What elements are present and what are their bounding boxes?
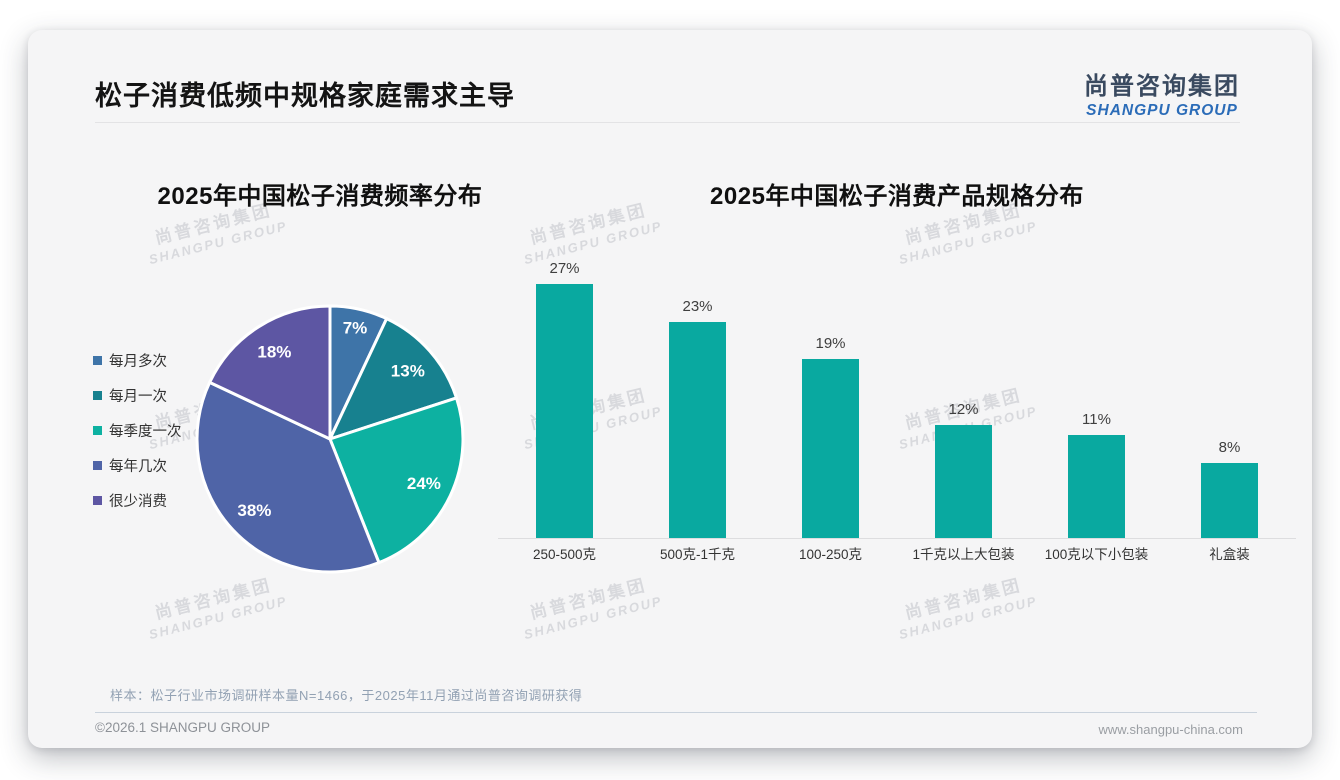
- bar-column: 8% 礼盒装: [1163, 256, 1296, 568]
- sample-note: 样本：松子行业市场调研样本量N=1466，于2025年11月通过尚普咨询调研获得: [110, 688, 583, 703]
- footer-divider: [95, 712, 1257, 713]
- legend-item: 很少消费: [93, 483, 182, 518]
- legend-marker: [93, 356, 102, 365]
- bar: [1068, 435, 1125, 538]
- bar-chart-title: 2025年中国松子消费产品规格分布: [710, 183, 1084, 210]
- pie-slice-label: 18%: [257, 342, 291, 361]
- bar-category-label: 1千克以上大包装: [912, 547, 1015, 562]
- legend-label: 每季度一次: [109, 424, 182, 440]
- bar-chart: 27% 250-500克 23% 500克-1千克 19% 100-250克 12% 1千克以…: [498, 256, 1296, 568]
- website-url: www.shangpu-china.com: [1098, 722, 1243, 737]
- pie-slice-label: 38%: [237, 501, 271, 520]
- bar-value-label: 8%: [1218, 439, 1241, 456]
- bar-category-label: 250-500克: [532, 547, 597, 562]
- legend-label: 每年几次: [109, 459, 167, 475]
- logo-chinese-text: 尚普咨询集团: [1084, 73, 1240, 100]
- pie-slice: [328, 317, 458, 441]
- company-logo: 尚普咨询集团 SHANGPU GROUP: [1084, 66, 1240, 120]
- pie-slice-label: 7%: [343, 318, 368, 337]
- bar-column: 23% 500克-1千克: [631, 256, 764, 568]
- pie-legend: 每月多次每月一次每季度一次每年几次很少消费: [93, 343, 182, 518]
- bar-column: 12% 1千克以上大包装: [897, 256, 1030, 568]
- bar: [935, 425, 992, 538]
- legend-label: 很少消费: [109, 494, 167, 510]
- legend-label: 每月多次: [109, 354, 167, 370]
- slide-card: 尚普咨询集团 SHANGPU GROUP 尚普咨询集团 SHANGPU GROUP 尚普…: [28, 30, 1312, 748]
- copyright-text: ©2026.1 SHANGPU GROUP: [95, 720, 271, 735]
- legend-item: 每月多次: [93, 343, 182, 378]
- legend-marker: [93, 496, 102, 505]
- bar-category-label: 100-250克: [798, 547, 863, 562]
- pie-slice-label: 24%: [407, 474, 441, 493]
- bar-category-label: 500克-1千克: [659, 547, 736, 562]
- legend-item: 每月一次: [93, 378, 182, 413]
- legend-item: 每年几次: [93, 448, 182, 483]
- bar: [1201, 463, 1258, 538]
- page-title: 松子消费低频中规格家庭需求主导: [95, 81, 515, 111]
- slide-content: 松子消费低频中规格家庭需求主导 尚普咨询集团 SHANGPU GROUP 202…: [28, 30, 1312, 748]
- bar-value-label: 19%: [815, 335, 846, 352]
- bar-axis-baseline: [498, 538, 1296, 539]
- bar-value-label: 23%: [682, 298, 713, 315]
- bar-category-label: 礼盒装: [1209, 547, 1250, 562]
- legend-marker: [93, 426, 102, 435]
- bar-column: 19% 100-250克: [764, 256, 897, 568]
- bar-column: 11% 100克以下小包装: [1030, 256, 1163, 568]
- legend-label: 每月一次: [109, 389, 167, 405]
- bar: [536, 284, 593, 538]
- bar: [802, 359, 859, 538]
- pie-slice-label: 13%: [391, 361, 425, 380]
- title-divider: [95, 122, 1240, 123]
- pie-slice: [195, 380, 381, 574]
- legend-item: 每季度一次: [93, 413, 182, 448]
- pie-slice: [208, 304, 332, 441]
- pie-chart: 7% 13% 24% 38% 18%: [195, 304, 465, 574]
- bar-value-label: 27%: [549, 260, 580, 277]
- logo-english-text: SHANGPU GROUP: [1086, 102, 1238, 119]
- pie-chart-title: 2025年中国松子消费频率分布: [157, 183, 483, 210]
- bar-value-label: 11%: [1082, 411, 1111, 428]
- bar-value-label: 12%: [948, 401, 979, 418]
- bar: [669, 322, 726, 538]
- legend-marker: [93, 391, 102, 400]
- bar-column: 27% 250-500克: [498, 256, 631, 568]
- bar-category-label: 100克以下小包装: [1044, 547, 1149, 562]
- legend-marker: [93, 461, 102, 470]
